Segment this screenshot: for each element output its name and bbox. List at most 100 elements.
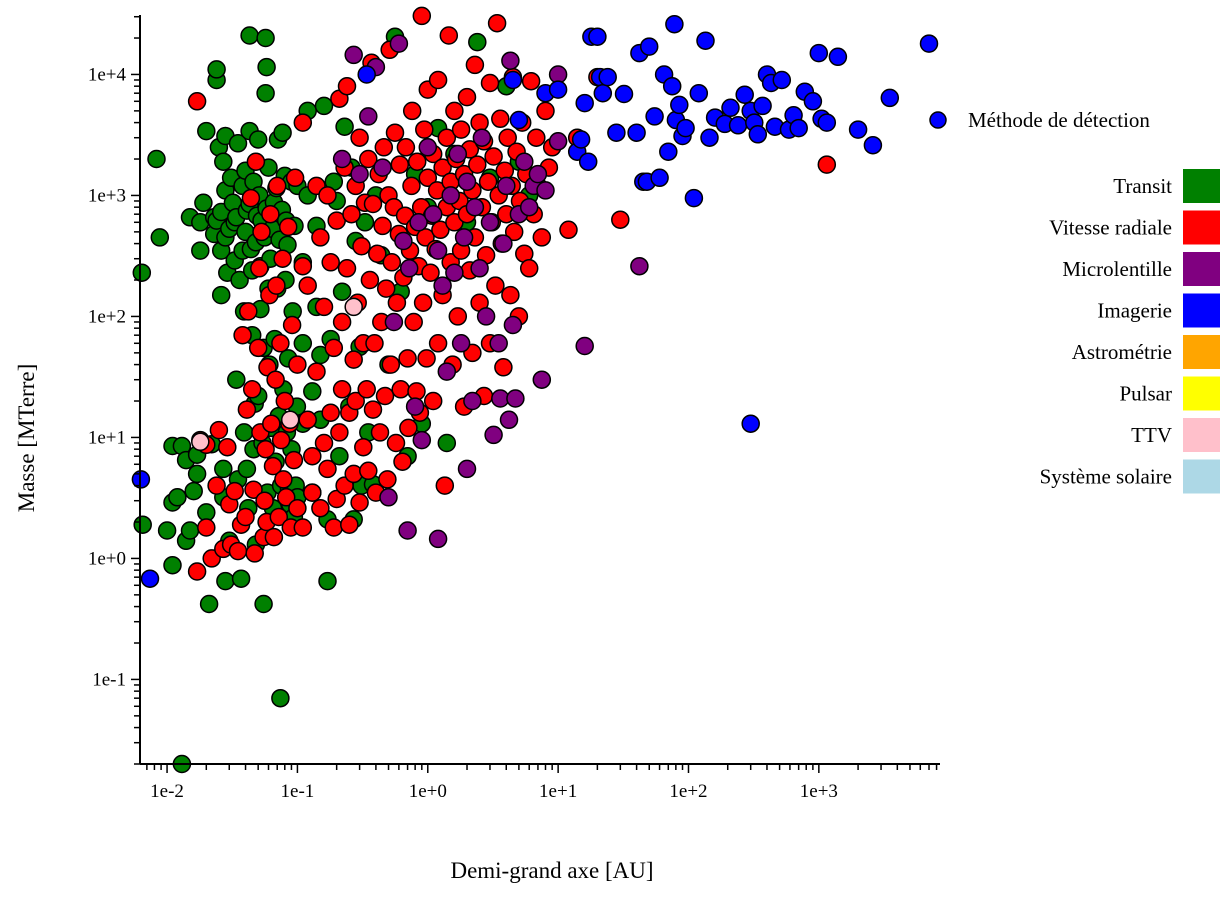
data-point bbox=[273, 249, 292, 268]
data-point bbox=[271, 688, 290, 708]
data-point bbox=[391, 380, 410, 399]
legend-item: Pulsar bbox=[1120, 376, 1220, 411]
data-point bbox=[332, 149, 352, 169]
data-point bbox=[218, 437, 237, 457]
data-point bbox=[700, 128, 719, 147]
data-point bbox=[385, 123, 405, 142]
data-point bbox=[489, 334, 508, 353]
axes: 1e-2 1e-1 1e+0 1e+1 1e+2 1e+3 1e-1 1e+0 1e+1 1e+… bbox=[88, 15, 940, 802]
data-point bbox=[578, 152, 598, 171]
data-point bbox=[384, 312, 404, 332]
data-point bbox=[357, 65, 376, 84]
data-point bbox=[428, 334, 448, 353]
data-point bbox=[598, 67, 617, 87]
data-point bbox=[630, 256, 649, 276]
data-point bbox=[498, 128, 517, 147]
legend-item: Imagerie bbox=[1097, 293, 1220, 328]
data-point bbox=[191, 241, 210, 260]
data-point bbox=[241, 188, 261, 208]
y-tick-label: 1e+0 bbox=[88, 548, 126, 569]
data-point bbox=[352, 237, 371, 256]
data-point bbox=[497, 176, 516, 196]
data-point bbox=[468, 155, 487, 174]
data-point bbox=[246, 152, 266, 171]
data-point bbox=[433, 276, 452, 295]
data-point bbox=[324, 338, 344, 358]
data-point bbox=[355, 213, 375, 232]
data-point bbox=[344, 297, 363, 317]
data-point bbox=[465, 197, 485, 217]
data-point bbox=[330, 423, 349, 442]
data-point bbox=[532, 370, 552, 389]
data-point bbox=[340, 515, 359, 534]
data-point bbox=[337, 76, 357, 96]
data-point bbox=[293, 113, 313, 132]
data-point bbox=[499, 410, 519, 430]
x-tick-label: 1e+3 bbox=[800, 781, 838, 802]
data-point bbox=[519, 197, 539, 217]
data-point bbox=[428, 70, 448, 90]
data-point bbox=[318, 186, 337, 205]
data-point bbox=[676, 118, 695, 138]
data-point bbox=[342, 204, 361, 224]
data-point bbox=[363, 194, 383, 214]
data-point bbox=[180, 521, 200, 540]
data-point bbox=[282, 315, 302, 335]
data-point bbox=[248, 130, 268, 149]
data-point bbox=[209, 420, 229, 440]
legend-item-label: Vitesse radiale bbox=[1049, 216, 1172, 240]
data-point bbox=[363, 400, 383, 419]
data-point bbox=[284, 450, 304, 470]
data-point bbox=[607, 123, 626, 142]
legend-item-label: Astrométrie bbox=[1072, 340, 1172, 364]
data-point bbox=[528, 164, 548, 184]
data-point bbox=[140, 569, 160, 588]
legend-item-label: Pulsar bbox=[1120, 382, 1173, 406]
data-point bbox=[303, 483, 322, 502]
series-microlentille bbox=[332, 34, 649, 549]
data-point bbox=[501, 285, 520, 305]
legend-title-marker bbox=[929, 111, 947, 129]
data-point bbox=[437, 128, 457, 147]
data-point bbox=[772, 70, 792, 90]
y-tick-label: 1e-1 bbox=[92, 669, 126, 690]
data-point bbox=[809, 43, 829, 63]
data-point bbox=[393, 452, 412, 471]
x-tick-label: 1e+1 bbox=[539, 781, 577, 802]
data-point bbox=[536, 181, 555, 200]
legend-item: Vitesse radiale bbox=[1049, 210, 1220, 245]
data-point bbox=[197, 518, 216, 537]
data-point bbox=[373, 158, 392, 177]
data-point bbox=[696, 31, 715, 50]
data-point bbox=[225, 481, 244, 501]
data-point bbox=[318, 459, 337, 479]
y-tick-label: 1e+1 bbox=[88, 427, 126, 448]
legend: Méthode de détection Transit Vitesse radi… bbox=[929, 108, 1220, 494]
data-point bbox=[423, 391, 443, 411]
data-point bbox=[184, 481, 203, 501]
data-point bbox=[470, 259, 489, 278]
data-point bbox=[257, 57, 276, 77]
data-point bbox=[448, 144, 468, 164]
data-point bbox=[199, 594, 219, 614]
data-point bbox=[416, 228, 435, 247]
legend-swatch bbox=[1183, 459, 1220, 494]
data-point bbox=[163, 555, 182, 575]
data-point bbox=[448, 307, 468, 326]
data-point bbox=[207, 476, 226, 495]
data-point bbox=[239, 302, 258, 321]
data-point bbox=[451, 120, 471, 139]
data-point bbox=[187, 562, 207, 581]
data-point bbox=[445, 101, 464, 121]
x-tick-label: 1e+2 bbox=[669, 781, 707, 802]
data-point bbox=[132, 263, 152, 282]
data-point bbox=[237, 400, 257, 419]
legend-swatch bbox=[1183, 293, 1220, 328]
data-point bbox=[409, 213, 428, 232]
data-point bbox=[382, 253, 402, 272]
data-point bbox=[168, 488, 187, 507]
data-point bbox=[242, 380, 262, 399]
data-point bbox=[293, 334, 313, 353]
data-point bbox=[463, 391, 482, 411]
data-point bbox=[298, 410, 317, 430]
